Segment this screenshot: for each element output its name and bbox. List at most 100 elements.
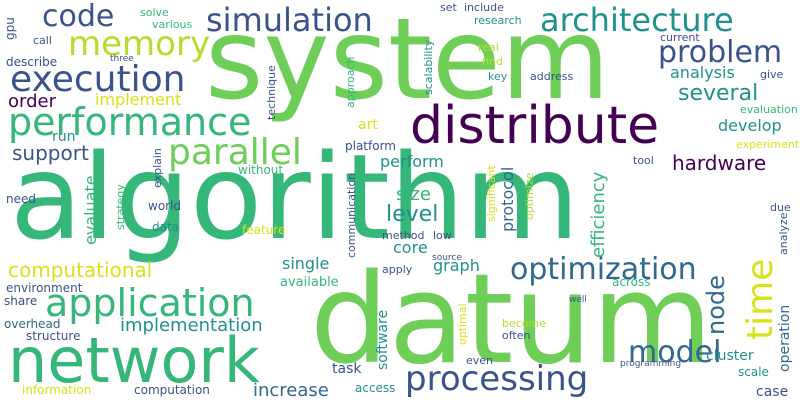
word-real: real: [478, 41, 499, 54]
word-order: order: [8, 91, 56, 112]
word-processing: processing: [405, 359, 589, 399]
word-available: available: [280, 275, 339, 290]
word-efficiency: efficiency: [588, 171, 609, 258]
word-tool: tool: [633, 154, 654, 167]
word-increase: increase: [253, 380, 329, 400]
word-core: core: [393, 238, 428, 257]
word-low: low: [433, 229, 452, 242]
word-approach: approach: [344, 56, 357, 108]
word-data: data: [152, 220, 180, 234]
word-graph: graph: [433, 256, 480, 275]
word-operation: operation: [777, 304, 793, 372]
word-cluster: cluster: [706, 348, 754, 364]
word-without: without: [238, 163, 284, 177]
word-describe: describe: [6, 55, 58, 69]
word-architecture: architecture: [540, 1, 734, 39]
word-optimal: optimal: [456, 303, 469, 345]
word-scalability: scalability: [422, 39, 435, 95]
word-performance: performance: [8, 100, 252, 144]
word-problem: problem: [658, 35, 783, 70]
word-support: support: [12, 141, 89, 165]
word-even: even: [466, 354, 494, 367]
word-level: level: [386, 202, 439, 227]
word-case: case: [756, 384, 789, 400]
word-art: art: [358, 117, 378, 133]
word-analyze: analyze: [777, 212, 790, 255]
word-distribute: distribute: [410, 96, 660, 156]
word-access: access: [355, 381, 396, 395]
word-simulation: simulation: [206, 1, 373, 39]
word-code: code: [42, 0, 115, 34]
word-significant: significant: [485, 165, 498, 222]
word-platform: platform: [345, 139, 396, 153]
word-datum: datum: [310, 248, 713, 392]
word-various: various: [152, 18, 193, 31]
word-execution: execution: [10, 59, 186, 100]
word-communication: communication: [345, 172, 358, 258]
word-time: time: [740, 258, 781, 340]
word-computational: computational: [8, 258, 153, 282]
word-strategy: strategy: [114, 184, 127, 230]
word-give: give: [760, 68, 784, 81]
word-algorithm: algorithm: [10, 128, 580, 266]
word-method: method: [382, 229, 425, 242]
word-research: research: [474, 14, 522, 27]
word-explain: explain: [151, 148, 164, 188]
word-memory: memory: [68, 24, 211, 64]
word-set: set: [440, 1, 457, 14]
word-feature: feature: [242, 223, 286, 237]
word-several: several: [678, 81, 759, 106]
word-task: task: [332, 361, 362, 377]
word-address: address: [530, 70, 574, 83]
word-develop: develop: [718, 116, 782, 135]
word-gpu: gpu: [3, 17, 17, 40]
word-due: due: [770, 201, 791, 214]
word-programming: programming: [620, 359, 682, 369]
word-single: single: [282, 254, 330, 273]
word-implement: implement: [95, 90, 182, 109]
word-environment: environment: [6, 281, 83, 295]
word-structure: structure: [26, 329, 81, 343]
word-key: key: [488, 70, 508, 83]
word-include: include: [464, 1, 504, 14]
word-network: network: [8, 324, 260, 397]
word-protocol: protocol: [498, 166, 517, 232]
word-optimization: optimization: [510, 252, 697, 287]
word-computation: computation: [134, 383, 210, 397]
word-experiment: experiment: [736, 138, 800, 151]
word-solve: solve: [140, 6, 169, 19]
word-size: size: [396, 184, 431, 205]
word-current: current: [660, 31, 700, 44]
word-implementation: implementation: [120, 315, 263, 336]
word-evaluation: evaluation: [740, 103, 798, 116]
word-hardware: hardware: [672, 151, 767, 175]
word-optimize: optimize: [523, 172, 536, 220]
word-three: three: [110, 54, 134, 64]
word-call: call: [33, 34, 52, 47]
word-technique: technique: [265, 65, 278, 120]
word-share: share: [4, 294, 38, 308]
word-source: source: [432, 253, 462, 263]
word-world: world: [148, 199, 182, 213]
word-find: find: [482, 55, 503, 68]
word-software: software: [375, 309, 391, 370]
word-parallel: parallel: [168, 132, 302, 173]
word-scale: scale: [738, 365, 769, 379]
word-well: well: [569, 295, 587, 305]
word-across: across: [612, 275, 651, 289]
word-node: node: [702, 275, 730, 335]
word-apply: apply: [382, 263, 413, 276]
word-information: information: [22, 383, 92, 397]
word-model: model: [628, 335, 722, 370]
word-perform: perform: [380, 152, 444, 171]
word-run: run: [52, 129, 76, 145]
word-overhead: overhead: [4, 317, 61, 331]
word-evaluate: evaluate: [81, 175, 100, 245]
word-become: become: [502, 317, 547, 330]
word-system: system: [205, 0, 610, 125]
word-application: application: [45, 281, 255, 325]
word-often: often: [502, 329, 531, 342]
word-analysis: analysis: [670, 63, 735, 82]
word-need: need: [6, 192, 36, 206]
